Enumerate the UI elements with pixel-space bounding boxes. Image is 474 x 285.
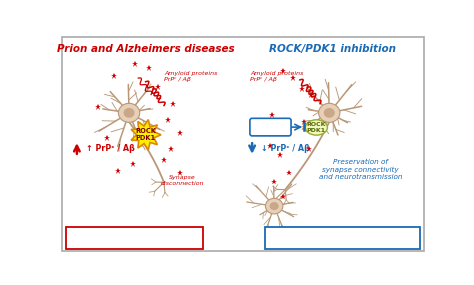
FancyBboxPatch shape — [62, 37, 424, 251]
Ellipse shape — [319, 103, 340, 122]
Text: Amyloid proteins
PrPᶜ / Aβ: Amyloid proteins PrPᶜ / Aβ — [164, 71, 217, 82]
Text: ↑ PrPᶜ / Aβ: ↑ PrPᶜ / Aβ — [86, 144, 135, 153]
FancyBboxPatch shape — [66, 227, 203, 249]
Ellipse shape — [270, 202, 279, 210]
Ellipse shape — [118, 103, 140, 122]
Text: Preservation of
synapse connectivity
and neurotransmission: Preservation of synapse connectivity and… — [319, 160, 402, 180]
Text: Prion and Alzheimers diseases: Prion and Alzheimers diseases — [57, 44, 234, 54]
Text: Drugs: Drugs — [256, 123, 284, 132]
Text: Amyloid proteins
PrPᶜ / Aβ: Amyloid proteins PrPᶜ / Aβ — [250, 71, 304, 82]
Text: ROCK
PDK1: ROCK PDK1 — [307, 122, 326, 133]
Text: Neurodegeneration: Neurodegeneration — [73, 233, 195, 243]
Text: ↓ PrPᶜ / Aβ: ↓ PrPᶜ / Aβ — [261, 144, 310, 153]
Ellipse shape — [265, 198, 283, 214]
Text: Neuronal survival: Neuronal survival — [287, 233, 398, 243]
FancyBboxPatch shape — [265, 227, 419, 249]
Text: Synapse
disconnection: Synapse disconnection — [161, 175, 204, 186]
Text: ROCK/PDK1 inhibition: ROCK/PDK1 inhibition — [269, 44, 396, 54]
FancyBboxPatch shape — [250, 118, 291, 136]
Polygon shape — [131, 120, 161, 150]
Text: ROCK
PDK1: ROCK PDK1 — [135, 128, 156, 141]
Ellipse shape — [124, 108, 135, 118]
Ellipse shape — [324, 108, 335, 118]
Ellipse shape — [305, 120, 328, 135]
